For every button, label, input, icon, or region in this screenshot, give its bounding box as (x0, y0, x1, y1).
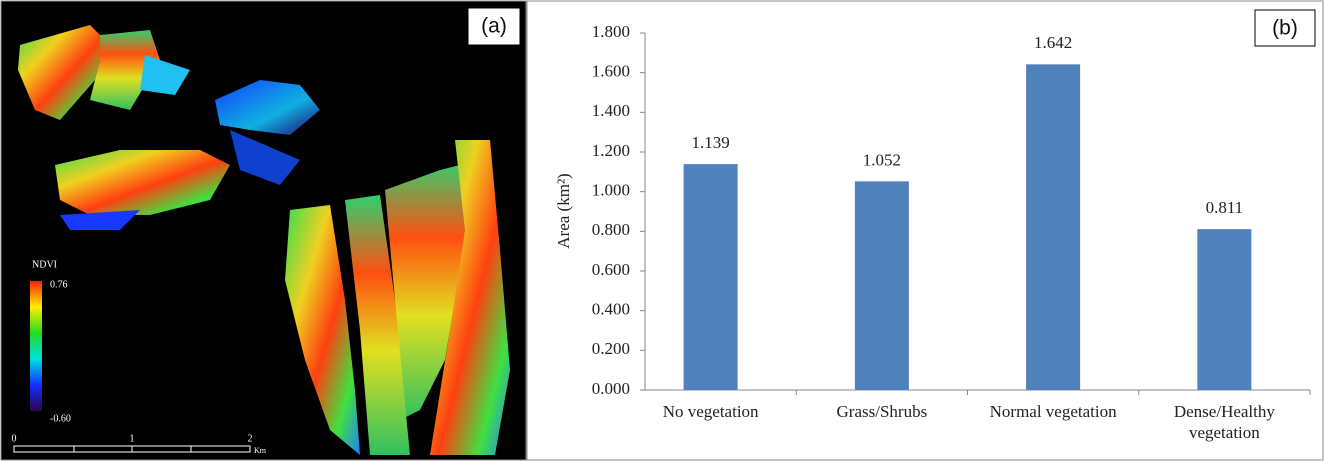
legend-title: NDVI (32, 259, 57, 270)
scale-bar (14, 446, 250, 452)
x-tick-line: vegetation (1189, 423, 1260, 442)
bar (1197, 229, 1251, 390)
panel-label: (a) (481, 15, 507, 38)
y-tick-label: 1.600 (592, 62, 630, 81)
x-tick-label: Grass/Shrubs (837, 402, 928, 421)
bar (684, 164, 738, 390)
y-tick-label: 1.400 (592, 101, 630, 120)
figure: (a) NDVI 0.76 -0.60 (b) Area (km²) 0 1 2Km… (0, 0, 1325, 461)
legend-max: 0.76 (50, 279, 68, 290)
value-label: 0.811 (1206, 198, 1244, 217)
bar (1026, 64, 1080, 390)
x-tick-label: No vegetation (663, 402, 759, 421)
scale-unit: Km (254, 446, 267, 455)
y-tick-label: 0.400 (592, 300, 630, 319)
x-tick-label: Normal vegetation (990, 402, 1117, 421)
value-label: 1.139 (692, 133, 730, 152)
y-axis-label: Area (km²) (554, 173, 573, 248)
value-label: 1.642 (1034, 33, 1072, 52)
value-label: 1.052 (863, 150, 901, 169)
y-tick-label: 1.800 (592, 22, 630, 41)
y-tick-label: 0.000 (592, 379, 630, 398)
legend-min: -0.60 (50, 413, 71, 424)
scale-tick-label: 2 (248, 433, 253, 444)
panel-label: (b) (1272, 17, 1298, 40)
y-tick-label: 0.600 (592, 260, 630, 279)
y-tick-label: 0.800 (592, 220, 630, 239)
scale-tick-label: 1 (130, 433, 135, 444)
y-tick-label: 0.200 (592, 339, 630, 358)
page: {"map_panel": {"label": "(a)", "legend_t… (0, 0, 1325, 461)
y-tick-label: 1.200 (592, 141, 630, 160)
x-tick-line: Dense/Healthy (1174, 402, 1276, 421)
colorbar (30, 281, 42, 411)
y-tick-label: 1.000 (592, 181, 630, 200)
bar (855, 181, 909, 390)
scale-tick-label: 0 (12, 433, 17, 444)
